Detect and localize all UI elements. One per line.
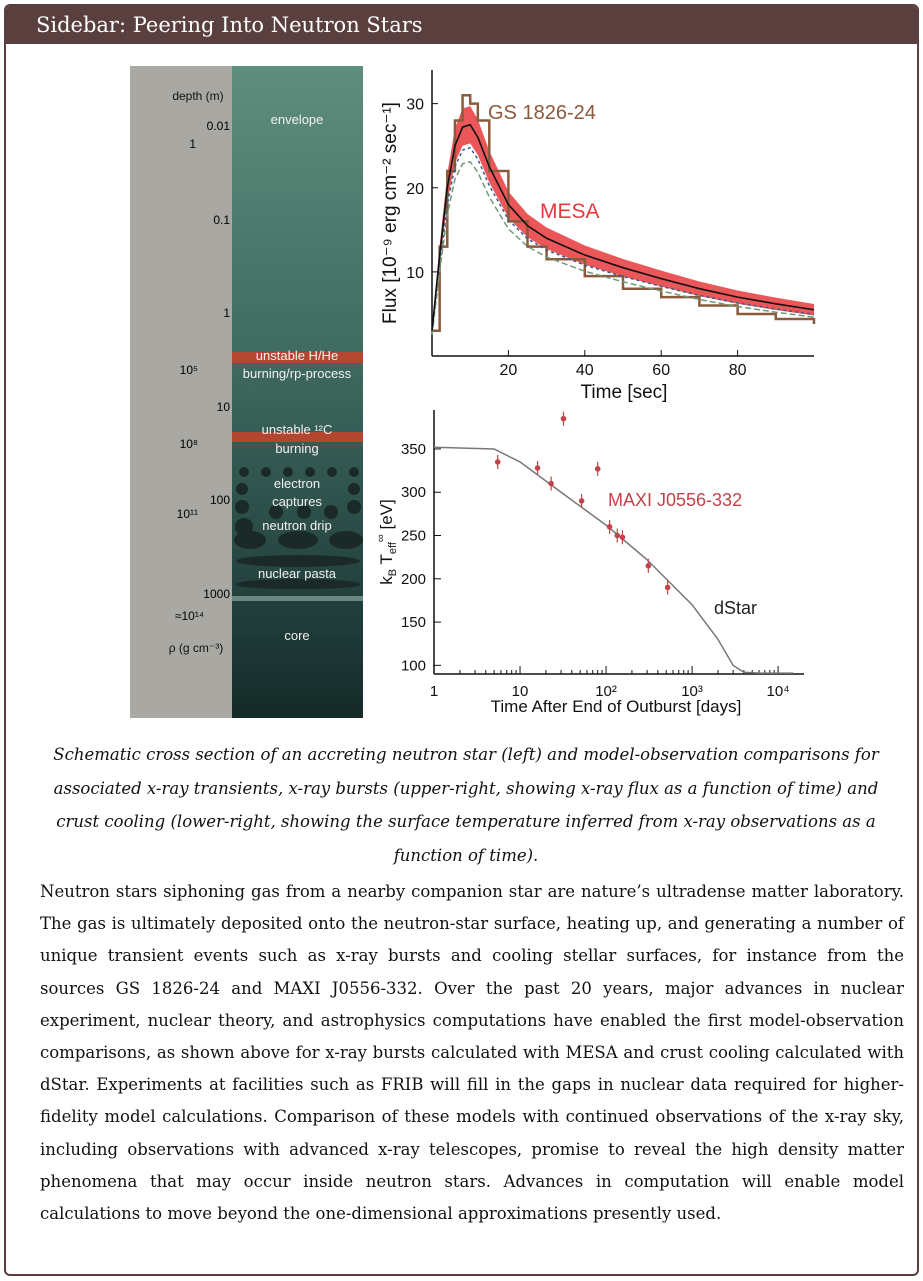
neutron-drip-blobs xyxy=(234,531,363,589)
mesa-band xyxy=(432,105,814,336)
depth-tick: 1 xyxy=(223,306,230,320)
maxi-data-point xyxy=(619,534,626,541)
layer-c12-line2: burning xyxy=(275,441,318,456)
x-tick-label: 80 xyxy=(729,362,747,379)
y-tick-label: 250 xyxy=(401,528,426,545)
x-tick-label: 10² xyxy=(595,683,617,700)
density-tick: 10¹¹ xyxy=(177,507,198,521)
crust-cooling-chart: kB Teff∞ [eV] Time After End of Outburst… xyxy=(375,410,804,716)
y-tick-label: 20 xyxy=(406,181,424,198)
depth-tick: 1000 xyxy=(203,587,230,601)
y-tick-label: 300 xyxy=(401,484,426,501)
cross-section: depth (m) ρ (g cm⁻³) 0.01 0.1 1 10 100 1… xyxy=(130,66,363,718)
mesa-line xyxy=(431,123,815,331)
y-axis-label: kB Teff∞ [eV] xyxy=(375,499,399,585)
maxi-data-point xyxy=(560,415,567,422)
x-tick-label: 10⁴ xyxy=(767,683,790,700)
depth-axis-label: depth (m) xyxy=(172,89,223,103)
x-axis-label: Time [sec] xyxy=(581,382,668,403)
burn-band-hhe xyxy=(232,352,363,363)
figure: depth (m) ρ (g cm⁻³) 0.01 0.1 1 10 100 1… xyxy=(126,64,816,718)
layer-pasta: nuclear pasta xyxy=(258,566,337,581)
y-tick-label: 200 xyxy=(401,571,426,588)
annotation-maxi: MAXI J0556-332 xyxy=(608,490,742,510)
y-tick-label: 10 xyxy=(406,265,424,282)
body-paragraph: Neutron stars siphoning gas from a nearb… xyxy=(40,882,904,1224)
sidebar-title: Sidebar: Peering Into Neutron Stars xyxy=(6,6,917,44)
maxi-data-point xyxy=(534,465,541,471)
model-dashed-line xyxy=(431,146,815,334)
density-tick: ≈10¹⁴ xyxy=(175,609,204,623)
x-tick-label: 40 xyxy=(576,362,594,379)
y-tick-label: 350 xyxy=(401,441,426,458)
maxi-data-point xyxy=(494,459,501,465)
y-tick-label: 150 xyxy=(401,614,426,631)
gs1826-observed-line xyxy=(432,93,816,333)
annotation-gs1826: GS 1826-24 xyxy=(488,102,596,124)
x-tick-label: 60 xyxy=(652,362,670,379)
figure-caption: Schematic cross section of an accreting … xyxy=(53,745,879,865)
maxi-data-point xyxy=(548,480,554,487)
core-boundary xyxy=(232,596,363,601)
x-tick-label: 20 xyxy=(500,362,518,379)
maxi-data-point xyxy=(614,532,621,539)
density-tick: 1 xyxy=(189,137,196,151)
x-tick-label: 10 xyxy=(512,683,529,700)
maxi-data-point xyxy=(606,524,613,530)
depth-tick: 100 xyxy=(210,493,230,507)
density-tick: 10⁵ xyxy=(180,363,198,377)
dstar-model-line xyxy=(433,446,794,674)
x-axis-label: Time After End of Outburst [days] xyxy=(491,697,742,716)
x-tick-label: 10³ xyxy=(681,683,703,700)
xray-burst-chart: Flux [10⁻⁹ erg cm⁻² sec⁻¹] Time [sec] GS… xyxy=(380,70,816,403)
maxi-data-point xyxy=(645,563,652,569)
layer-envelope: envelope xyxy=(271,112,324,127)
figure-svg: depth (m) ρ (g cm⁻³) 0.01 0.1 1 10 100 1… xyxy=(130,66,816,718)
maxi-data-point xyxy=(664,584,671,591)
sidebar-box: Sidebar: Peering Into Neutron Stars xyxy=(4,4,919,1276)
layer-hhe-line2: burning/rp-process xyxy=(243,366,352,381)
x-tick-label: 1 xyxy=(430,683,438,700)
burn-band-c12 xyxy=(232,432,363,442)
y-tick-label: 30 xyxy=(406,97,424,114)
annotation-dstar: dStar xyxy=(714,598,757,618)
model-dashed-line xyxy=(431,160,815,335)
layer-ec-line1: electron xyxy=(274,476,320,491)
y-tick-label: 100 xyxy=(401,657,426,674)
depth-tick: 0.01 xyxy=(207,119,231,133)
layer-c12-line1: unstable ¹²C xyxy=(262,422,333,437)
maxi-data-point xyxy=(594,466,601,472)
annotation-mesa: MESA xyxy=(540,200,600,223)
layer-drip: neutron drip xyxy=(262,518,331,533)
density-axis-label: ρ (g cm⁻³) xyxy=(169,641,224,655)
y-axis-label: Flux [10⁻⁹ erg cm⁻² sec⁻¹] xyxy=(380,102,401,324)
depth-tick: 0.1 xyxy=(213,213,230,227)
density-tick: 10⁸ xyxy=(180,437,198,451)
layer-core: core xyxy=(284,628,309,643)
layer-ec-line2: captures xyxy=(272,494,322,509)
outer-column xyxy=(130,66,234,718)
depth-tick: 10 xyxy=(217,400,231,414)
star-column xyxy=(232,66,363,718)
maxi-data-point xyxy=(578,498,585,504)
layer-hhe-line1: unstable H/He xyxy=(256,348,338,363)
